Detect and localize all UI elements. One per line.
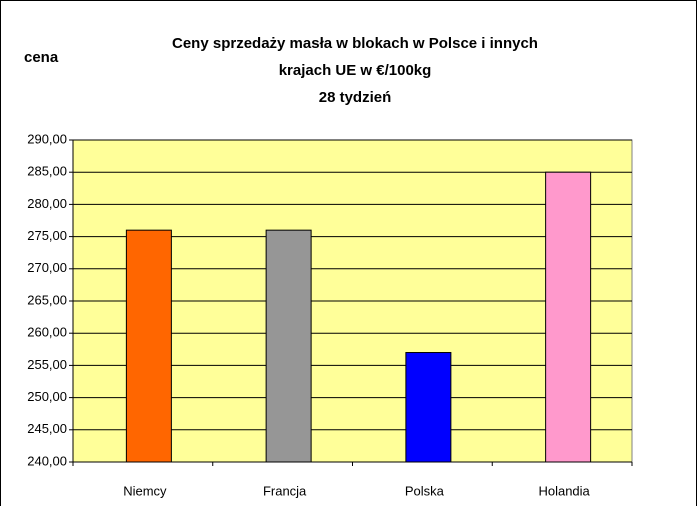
y-tick-label: 260,00 (27, 325, 67, 340)
x-tick-label: Polska (405, 483, 445, 498)
x-tick-label: Francja (263, 483, 307, 498)
y-tick-label: 270,00 (27, 260, 67, 275)
y-tick-label: 280,00 (27, 196, 67, 211)
chart-title: 28 tydzień (319, 89, 392, 106)
y-tick-label: 290,00 (27, 131, 67, 146)
chart-title: krajach UE w €/100kg (279, 62, 432, 79)
bar (125, 229, 172, 463)
x-tick-label: Holandia (538, 483, 590, 498)
y-tick-label: 240,00 (27, 453, 67, 468)
y-axis-label: cena (24, 49, 59, 66)
y-tick-label: 245,00 (27, 421, 67, 436)
bar (405, 352, 452, 463)
y-tick-label: 285,00 (27, 164, 67, 179)
y-tick-label: 250,00 (27, 389, 67, 404)
bar (545, 171, 592, 463)
y-tick-label: 255,00 (27, 357, 67, 372)
x-tick-label: Niemcy (123, 483, 167, 498)
y-tick-label: 265,00 (27, 292, 67, 307)
y-tick-label: 275,00 (27, 228, 67, 243)
bar (265, 229, 312, 463)
chart-title: Ceny sprzedaży masła w blokach w Polsce … (172, 35, 538, 52)
